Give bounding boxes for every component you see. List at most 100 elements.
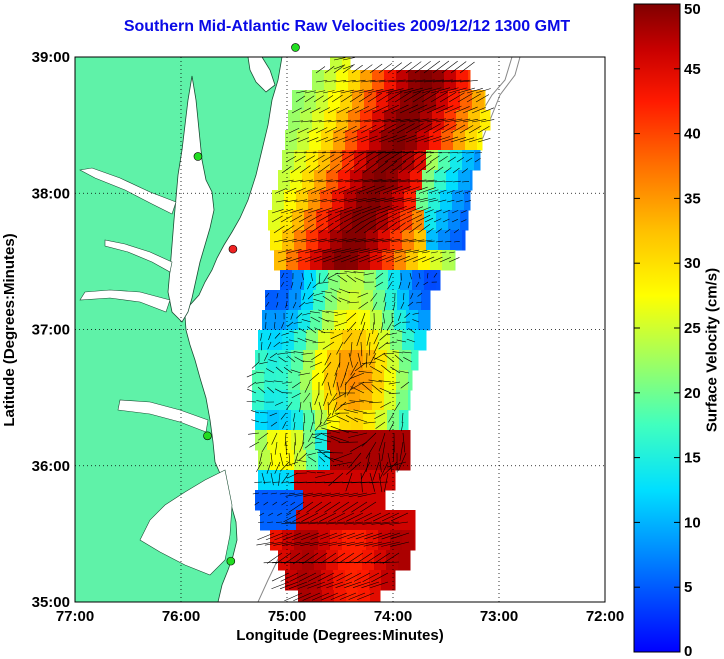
velocity-arrow	[274, 461, 281, 474]
velocity-arrow	[318, 401, 323, 414]
velocity-cell	[351, 350, 364, 371]
velocity-arrow	[311, 198, 327, 203]
velocity-arrow	[465, 157, 473, 163]
velocity-arrow	[353, 409, 368, 414]
velocity-arrow	[426, 240, 435, 243]
velocity-arrow	[312, 281, 321, 288]
velocity-arrow	[328, 392, 338, 406]
velocity-arrow	[300, 107, 312, 114]
velocity-arrow	[333, 80, 347, 83]
velocity-arrow	[376, 255, 394, 263]
velocity-arrow	[412, 319, 420, 323]
velocity-arrow	[468, 125, 482, 134]
velocity-arrow	[355, 532, 374, 540]
velocity-arrow	[433, 209, 442, 214]
velocity-cell	[396, 390, 409, 411]
velocity-arrow	[322, 255, 342, 263]
velocity-arrow	[342, 481, 362, 484]
velocity-arrow	[290, 501, 296, 506]
velocity-arrow	[379, 387, 392, 394]
velocity-cell	[279, 410, 292, 431]
velocity-arrow	[410, 292, 414, 299]
velocity-cell	[316, 210, 329, 231]
velocity-arrow	[286, 401, 293, 410]
velocity-arrow	[450, 79, 470, 83]
velocity-cell	[267, 350, 280, 371]
velocity-arrow	[444, 228, 451, 234]
velocity-arrow	[343, 332, 353, 345]
velocity-arrow	[447, 156, 456, 163]
velocity-cell	[318, 150, 331, 171]
velocity-cell	[420, 110, 433, 131]
velocity-arrow	[369, 481, 389, 484]
velocity-arrow	[270, 421, 278, 427]
velocity-arrow	[327, 412, 341, 420]
velocity-arrow	[363, 421, 377, 424]
velocity-cell	[336, 70, 349, 91]
velocity-arrow	[451, 210, 459, 214]
velocity-arrow	[437, 189, 447, 194]
velocity-arrow	[403, 256, 418, 263]
velocity-cell	[436, 90, 449, 111]
velocity-arrow	[259, 512, 265, 516]
velocity-arrow	[289, 331, 299, 334]
velocity-cell	[258, 330, 271, 351]
velocity-arrow	[332, 372, 338, 388]
velocity-arrow	[354, 221, 372, 234]
velocity-arrow	[357, 292, 369, 298]
velocity-arrow	[392, 197, 412, 203]
velocity-arrow	[369, 63, 383, 74]
velocity-arrow	[246, 372, 257, 378]
velocity-arrow	[317, 179, 333, 183]
velocity-arrow	[350, 441, 368, 452]
velocity-arrow	[378, 380, 392, 383]
velocity-arrow	[279, 581, 299, 590]
velocity-cell	[366, 230, 379, 251]
velocity-arrow	[291, 381, 302, 389]
velocity-arrow	[414, 60, 431, 74]
velocity-arrow	[442, 209, 451, 214]
velocity-arrow	[265, 368, 275, 374]
velocity-cell	[315, 430, 328, 451]
velocity-cell	[462, 230, 466, 251]
velocity-cell	[312, 370, 325, 391]
velocity-cell	[396, 370, 409, 391]
velocity-cell	[318, 330, 331, 351]
velocity-arrow	[339, 151, 356, 154]
velocity-arrow	[412, 250, 428, 254]
velocity-arrow	[392, 186, 412, 194]
velocity-arrow	[311, 552, 328, 564]
velocity-arrow	[353, 271, 366, 274]
velocity-arrow	[334, 212, 352, 223]
velocity-arrow	[281, 521, 301, 525]
velocity-cell	[418, 250, 431, 271]
velocity-arrow	[288, 137, 300, 143]
velocity-cell	[360, 390, 373, 411]
velocity-arrow	[435, 240, 443, 243]
velocity-cell	[270, 230, 283, 251]
velocity-arrow	[401, 421, 404, 432]
velocity-arrow	[348, 352, 353, 368]
velocity-cell	[397, 290, 410, 311]
velocity-arrow	[306, 127, 318, 134]
velocity-arrow	[356, 592, 375, 601]
velocity-arrow	[259, 452, 263, 465]
velocity-arrow	[347, 301, 360, 304]
y-axis-label: Latitude (Degrees:Minutes)	[1, 233, 18, 426]
velocity-arrow	[328, 541, 347, 546]
velocity-arrow	[378, 432, 386, 452]
velocity-cell	[421, 290, 431, 311]
velocity-arrow	[288, 339, 299, 343]
velocity-arrow	[402, 151, 420, 163]
chesapeake-bay	[167, 75, 215, 323]
velocity-arrow	[366, 151, 384, 163]
velocity-arrow	[372, 357, 386, 363]
velocity-cell	[294, 470, 307, 491]
velocity-arrow	[344, 270, 357, 274]
velocity-cell	[328, 270, 341, 291]
velocity-arrow	[298, 572, 317, 582]
velocity-arrows	[246, 57, 495, 602]
velocity-arrow	[401, 197, 420, 203]
station-marker	[226, 556, 236, 566]
velocity-arrow	[324, 136, 338, 143]
